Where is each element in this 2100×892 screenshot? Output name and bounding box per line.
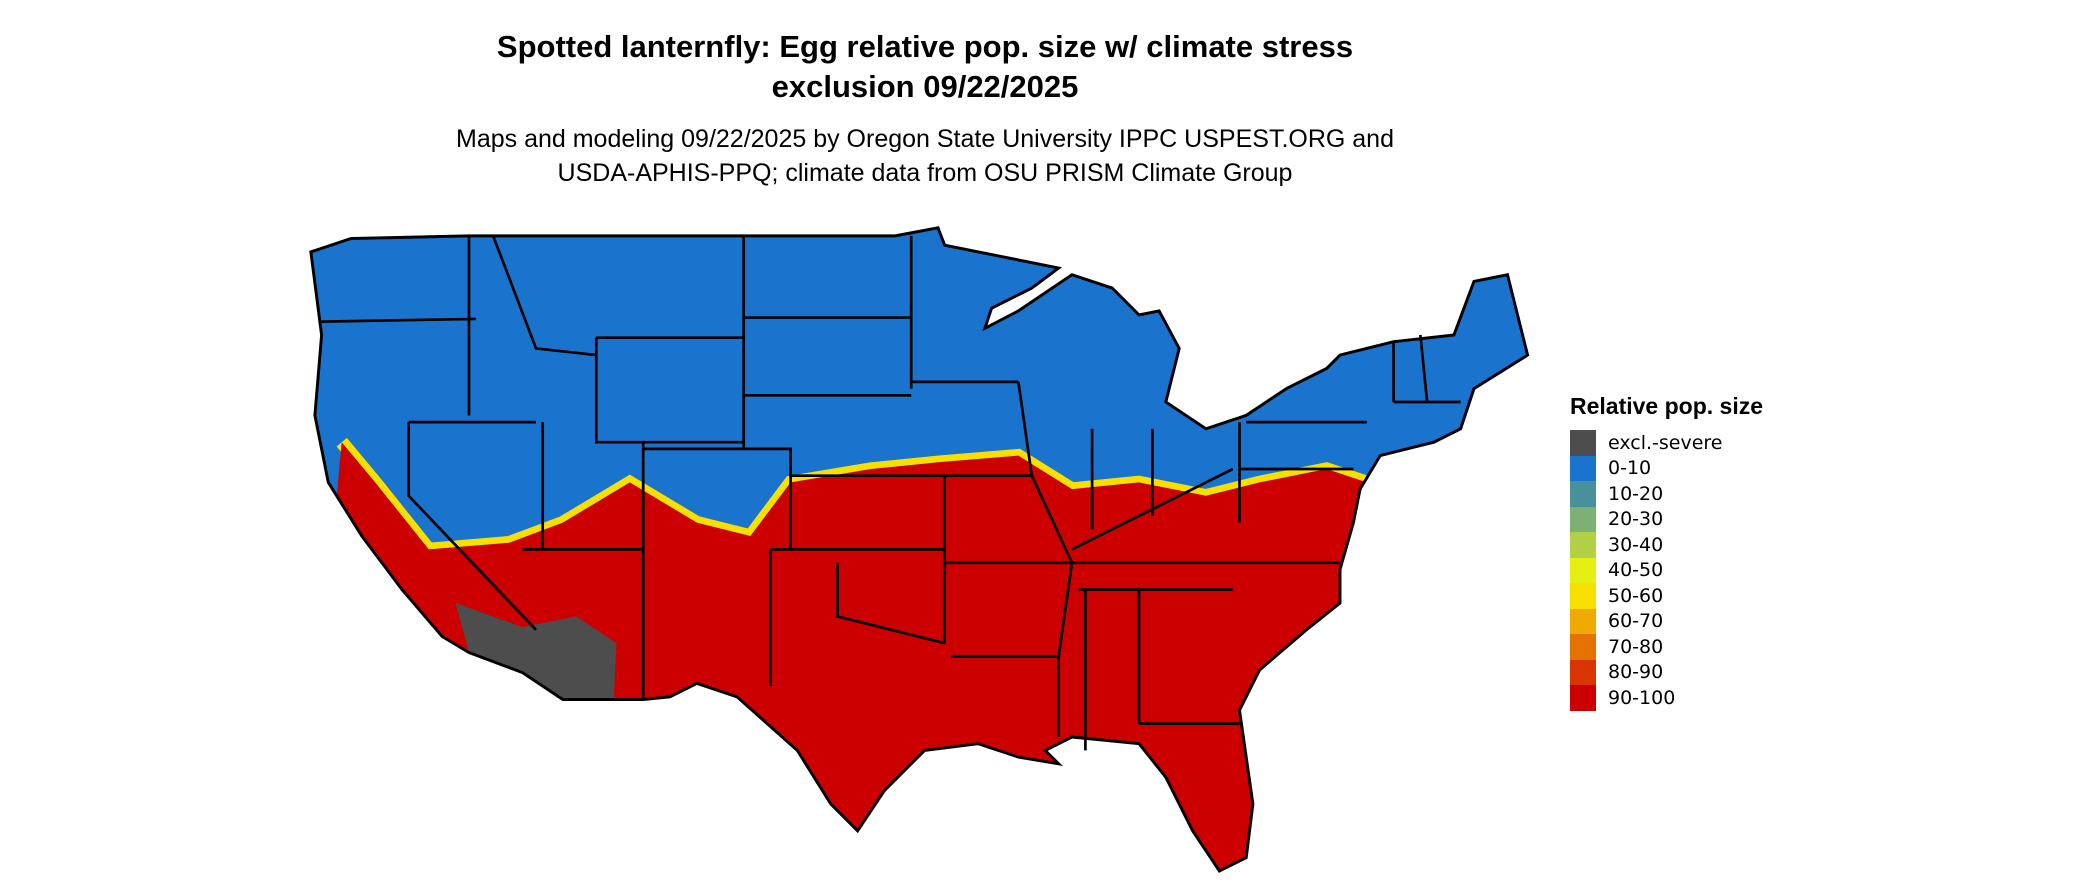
- legend-item: 20-30: [1570, 506, 1723, 532]
- legend-label: 0-10: [1608, 457, 1652, 480]
- legend-swatch: [1570, 430, 1596, 456]
- legend-item: 80-90: [1570, 659, 1723, 685]
- legend-item: excl.-severe: [1570, 430, 1723, 456]
- legend-label: 30-40: [1608, 533, 1664, 556]
- legend-label: 70-80: [1608, 635, 1664, 658]
- legend-swatch: [1570, 455, 1596, 481]
- legend-label: 80-90: [1608, 661, 1664, 684]
- legend-label: excl.-severe: [1608, 431, 1723, 454]
- legend-swatch: [1570, 634, 1596, 660]
- legend-swatch: [1570, 532, 1596, 558]
- legend-item: 70-80: [1570, 634, 1723, 660]
- legend-label: 90-100: [1608, 686, 1676, 709]
- legend-swatch: [1570, 608, 1596, 634]
- legend-swatch: [1570, 685, 1596, 711]
- map-title-line2: exclusion 09/22/2025: [771, 69, 1079, 104]
- legend-swatch: [1570, 583, 1596, 609]
- region-excl-severe: [455, 603, 617, 700]
- legend-swatch: [1570, 481, 1596, 507]
- legend-item: 30-40: [1570, 532, 1723, 558]
- legend-label: 10-20: [1608, 482, 1664, 505]
- legend-item: 60-70: [1570, 608, 1723, 634]
- legend-title: Relative pop. size: [1570, 393, 1764, 419]
- legend-swatch: [1570, 659, 1596, 685]
- legend-label: 50-60: [1608, 584, 1664, 607]
- legend-swatch: [1570, 557, 1596, 583]
- legend-swatch: [1570, 506, 1596, 532]
- legend-label: 20-30: [1608, 508, 1664, 531]
- state-borders: [321, 235, 1461, 751]
- legend-item: 40-50: [1570, 557, 1723, 583]
- legend-label: 40-50: [1608, 559, 1664, 582]
- subtitle-line1: Maps and modeling 09/22/2025 by Oregon S…: [456, 125, 1394, 153]
- legend-item: 50-60: [1570, 583, 1723, 609]
- legend-label: 60-70: [1608, 610, 1664, 633]
- us-outline: [309, 226, 1530, 873]
- subtitle-line2: USDA-APHIS-PPQ; climate data from OSU PR…: [557, 159, 1293, 187]
- legend-item: 10-20: [1570, 481, 1723, 507]
- legend-item: 0-10: [1570, 455, 1723, 481]
- legend-item: 90-100: [1570, 685, 1723, 711]
- legend: excl.-severe 0-10 10-20 20-30 30-40 40-50 50-6…: [1570, 430, 1723, 711]
- map-title-line1: Spotted lanternfly: Egg relative pop. si…: [496, 29, 1354, 64]
